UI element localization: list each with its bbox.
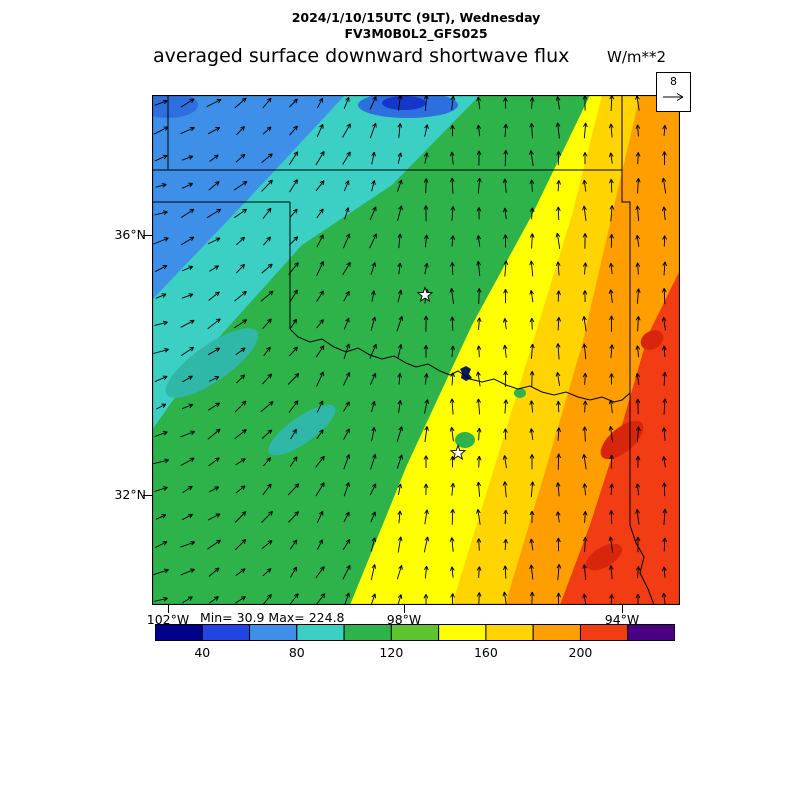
flux-patch-8 (585, 543, 623, 571)
colorbar-segment-2 (249, 624, 298, 641)
lon-tick (168, 605, 169, 613)
colorbar-segment-1 (201, 624, 251, 641)
lon-label-102°W: 102°W (146, 612, 190, 627)
plot-title: averaged surface downward shortwave flux (153, 45, 570, 67)
flux-patch-1 (382, 96, 426, 110)
city-star-0 (416, 286, 434, 303)
flux-patch-3 (165, 328, 259, 398)
flux-patch-2 (152, 95, 198, 118)
colorbar-segment-6 (438, 624, 487, 641)
colorbar-tick-label-120: 120 (379, 645, 404, 660)
lat-tick (143, 495, 152, 496)
colorbar-tick-label-40: 40 (194, 645, 211, 660)
state-border-7 (629, 393, 655, 605)
model-title: FV3M0B0L2_GFS025 (344, 26, 488, 41)
lat-label-36°N: 36°N (114, 227, 146, 242)
colorbar-tick-label-80: 80 (288, 645, 305, 660)
flux-patch-7 (600, 420, 644, 460)
flux-patch-4 (268, 404, 336, 456)
colorbar-segment-7 (485, 624, 534, 641)
lon-tick (404, 605, 405, 613)
colorbar (155, 624, 675, 641)
state-border-3 (621, 170, 631, 393)
lake-texoma (460, 366, 472, 381)
colorbar-segment-10 (627, 624, 675, 641)
colorbar-tick-label-160: 160 (473, 645, 498, 660)
lon-label-94°W: 94°W (604, 612, 640, 627)
lon-tick (622, 605, 623, 613)
vector-reference-value: 8 (670, 75, 677, 88)
flux-map (152, 95, 680, 605)
flux-patch-6 (514, 388, 526, 398)
vector-reference-arrow-icon (663, 93, 684, 101)
vector-reference-box: 8 (656, 72, 691, 112)
units-label: W/m**2 (607, 48, 667, 66)
city-star-1 (449, 444, 467, 461)
lat-tick (143, 235, 152, 236)
lon-label-98°W: 98°W (386, 612, 422, 627)
minmax-stats: Min= 30.9 Max= 224.8 (200, 610, 345, 625)
datetime-title: 2024/1/10/15UTC (9LT), Wednesday (291, 10, 541, 25)
colorbar-tick-label-200: 200 (568, 645, 593, 660)
flux-patch-9 (640, 330, 664, 350)
wind-vectors (153, 95, 668, 605)
lat-label-32°N: 32°N (114, 487, 146, 502)
colorbar-segment-4 (343, 624, 392, 641)
colorbar-segment-8 (532, 624, 581, 641)
state-border-6 (289, 328, 631, 403)
colorbar-segment-3 (296, 624, 345, 641)
map-frame (152, 95, 680, 605)
flux-band-blue (152, 95, 345, 300)
flux-patch-5 (455, 432, 475, 448)
